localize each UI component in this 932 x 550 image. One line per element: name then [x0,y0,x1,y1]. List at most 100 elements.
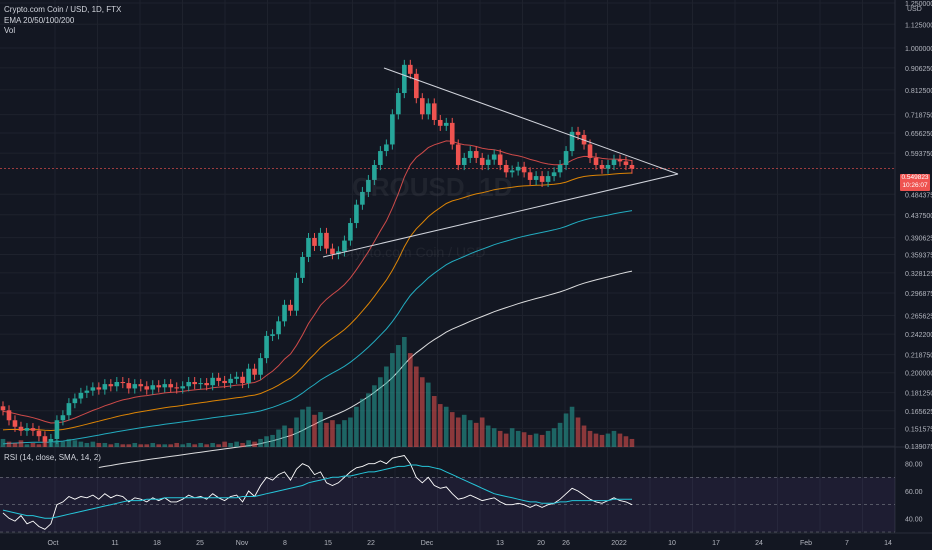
volume-bar [222,441,227,447]
candle-body [599,164,605,169]
volume-bar [503,433,509,447]
volume-bar [390,353,395,447]
time-tick-label: Dec [421,540,434,547]
volume-bar [533,433,539,447]
time-tick-label: Nov [236,540,249,547]
candle-body [264,335,269,359]
candle-body [234,376,239,379]
candle-body [90,387,96,391]
price-tick-label: 0.328125 [905,271,932,278]
candlesticks [0,59,635,447]
currency-label: USD [907,6,922,13]
time-tick-label: 14 [884,540,892,547]
bar-countdown: 10:26:07 [902,182,928,189]
volume-bar [150,442,156,447]
price-axis[interactable]: 1.250000 1.125000 1.000000 0.906250 0.812500… [905,1,932,451]
volume-bar [491,428,497,447]
volume-bar [342,420,347,447]
candle-body [354,204,359,224]
price-tick-label: 0.656250 [905,131,932,138]
volume-bars [0,337,635,447]
volume-bar [258,438,263,447]
volume-bar [180,444,185,447]
volume-bar [527,434,533,447]
candle-body [222,380,227,384]
volume-bar [204,444,209,447]
price-tick-label: 0.812500 [905,88,932,95]
candle-body [318,232,323,246]
volume-bar [623,436,629,447]
volume-bar [84,442,90,447]
price-tick-label: 0.139075 [905,444,932,451]
volume-bar [611,430,617,447]
candle-body [533,176,539,180]
candle-body [587,144,593,158]
volume-bar [420,377,425,447]
volume-bar [114,442,120,447]
volume-bar [108,444,114,447]
volume-bar [551,428,557,447]
candle-body [42,436,48,442]
candle-body [372,164,377,180]
time-tick-label: 22 [367,540,375,547]
candle-body [144,386,150,390]
candle-body [180,386,185,389]
candle-body [150,385,156,390]
volume-bar [300,409,305,447]
time-tick-label: 8 [283,540,287,547]
candle-body [96,387,102,390]
ema100-line [2,210,633,445]
volume-bar [264,436,269,447]
candle-body [192,381,197,385]
candle-body [390,114,395,145]
symbol-watermark: CROUSD, 1D [352,172,513,202]
volume-bar [270,434,275,447]
volume-bar [348,417,353,447]
volume-bar [521,432,527,447]
price-tick-label: 0.390625 [905,236,932,243]
volume-bar [461,414,467,447]
candle-body [467,151,473,158]
volume-bar [437,404,443,447]
candle-body [563,151,569,165]
candle-body [60,415,66,421]
volume-bar [162,444,168,447]
volume-bar [485,425,491,447]
price-tick-label: 0.218750 [905,353,932,360]
candle-body [48,438,54,442]
volume-bar [449,412,455,447]
candle-body [102,384,108,390]
rsi-legend[interactable]: RSI (14, close, SMA, 14, 2) [4,453,101,462]
candle-body [408,64,413,74]
candle-body [12,420,18,427]
time-tick-label: 24 [755,540,763,547]
volume-bar [78,441,84,447]
candle-body [288,304,293,311]
lower-trendline [322,173,679,258]
candle-body [360,191,365,205]
candle-body [120,381,126,384]
volume-bar [593,433,599,447]
candle-body [18,426,24,431]
ema200-line [98,270,633,468]
candle-body [515,166,521,171]
time-axis[interactable]: Oct 11 18 25 Nov 8 15 22 Dec 13 20 26 2022 10 17 24 Feb 7… [48,540,892,547]
volume-bar [378,377,383,447]
candle-body [198,383,203,385]
volume-bar [384,366,389,447]
candle-body [473,151,479,158]
volume-legend[interactable]: Vol [4,26,16,35]
ema-legend[interactable]: EMA 20/50/100/200 [4,16,75,25]
price-tick-label: 0.437500 [905,213,932,220]
triangle-drawing[interactable] [322,67,679,258]
candle-body [330,248,335,255]
candle-body [557,164,563,173]
candle-body [216,377,221,381]
rsi-pane: 80.00 60.00 40.00 [0,454,923,533]
volume-bar [431,396,437,447]
candle-body [156,385,162,388]
volume-bar [414,366,419,447]
chart-title[interactable]: Crypto.com Coin / USD, 1D, FTX [4,5,122,14]
candle-body [210,377,215,386]
